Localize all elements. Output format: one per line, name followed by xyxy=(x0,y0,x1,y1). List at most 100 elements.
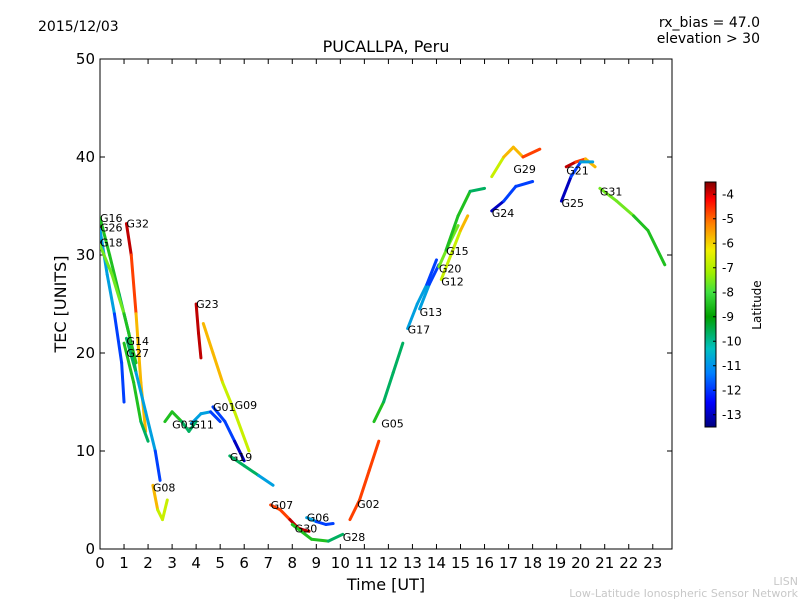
satellite-trace-g29 xyxy=(490,145,542,179)
sat-label-g09: G09 xyxy=(235,399,258,412)
trace-segment xyxy=(105,273,116,316)
trace-segment xyxy=(233,410,251,453)
x-tick-label: 17 xyxy=(499,554,518,572)
trace-segment xyxy=(559,175,573,203)
satellite-trace-g31 xyxy=(598,186,667,267)
trace-segment xyxy=(112,312,124,365)
trace-segment xyxy=(598,186,619,203)
sat-label-g31: G31 xyxy=(600,185,623,198)
satellite-trace-g17 xyxy=(406,258,438,330)
satellite-trace-g15 xyxy=(444,186,487,252)
trace-segment xyxy=(132,380,143,424)
colorbar-tick-label: -13 xyxy=(722,408,742,422)
trace-segment xyxy=(170,410,184,424)
colorbar-tick-label: -4 xyxy=(722,187,734,201)
sat-label-g32: G32 xyxy=(126,218,149,231)
satellite-trace-g28 xyxy=(290,523,345,543)
trace-segment xyxy=(124,336,138,375)
satellite-trace-g09 xyxy=(201,322,251,453)
sat-label-g12: G12 xyxy=(441,275,464,288)
satellite-trace-g24 xyxy=(490,180,535,213)
chart-title: PUCALLPA, Peru xyxy=(323,37,450,56)
x-tick-label: 11 xyxy=(355,554,374,572)
x-tick-label: 22 xyxy=(619,554,638,572)
elevation-label: elevation > 30 xyxy=(657,31,760,47)
sat-label-g16: G16 xyxy=(100,212,123,225)
x-tick-label: 4 xyxy=(191,554,201,572)
trace-segment xyxy=(439,253,453,281)
trace-segment xyxy=(197,331,203,360)
x-tick-label: 1 xyxy=(119,554,129,572)
trace-segment xyxy=(415,282,429,306)
satellite-trace-g23 xyxy=(194,302,203,360)
trace-segment xyxy=(348,498,362,522)
sat-label-g15: G15 xyxy=(446,245,469,258)
x-tick-label: 7 xyxy=(263,554,273,572)
satellite-trace-g06 xyxy=(305,516,335,526)
trace-segment xyxy=(391,341,405,375)
trace-segment xyxy=(459,214,470,232)
x-tick-label: 14 xyxy=(427,554,446,572)
trace-segment xyxy=(382,371,395,404)
satellite-trace-g01 xyxy=(211,405,246,463)
trace-segment xyxy=(209,410,222,424)
trace-segment xyxy=(456,189,472,218)
trace-segment xyxy=(211,405,227,424)
colorbar-tick-label: -10 xyxy=(722,334,742,348)
trace-segment xyxy=(124,222,133,257)
trace-segment xyxy=(468,186,487,193)
satellite-trace-g27 xyxy=(122,341,150,443)
colorbar xyxy=(704,181,717,428)
sat-label-g23: G23 xyxy=(196,298,219,311)
sat-label-g07: G07 xyxy=(271,499,294,512)
trace-segment xyxy=(502,145,515,159)
trace-segment xyxy=(134,312,143,384)
trace-segment xyxy=(120,361,126,404)
y-tick-label: 50 xyxy=(76,50,95,68)
trace-segment xyxy=(211,351,225,384)
y-tick-label: 40 xyxy=(76,148,95,166)
trace-segment xyxy=(153,449,162,482)
satellite-trace-g02 xyxy=(348,439,381,522)
date-label: 2015/12/03 xyxy=(38,19,119,35)
trace-segment xyxy=(134,371,148,414)
x-tick-label: 12 xyxy=(379,554,398,572)
satellite-trace-g26 xyxy=(100,228,126,404)
rx-bias-label: rx_bias = 47.0 xyxy=(659,15,760,31)
trace-segment xyxy=(569,160,583,179)
trace-segment xyxy=(194,302,201,335)
x-tick-label: 16 xyxy=(475,554,494,572)
sat-label-g24: G24 xyxy=(492,207,515,220)
trace-segment xyxy=(511,145,525,159)
sat-label-g05: G05 xyxy=(381,418,404,431)
satellite-trace-g13 xyxy=(418,263,441,311)
trace-segment xyxy=(615,199,636,218)
trace-segment xyxy=(632,214,650,232)
y-tick-label: 0 xyxy=(85,540,95,558)
y-tick-label: 10 xyxy=(76,442,95,460)
trace-segment xyxy=(189,412,203,426)
colorbar-tick-label: -9 xyxy=(722,310,734,324)
trace-segment xyxy=(314,520,328,526)
x-tick-label: 19 xyxy=(547,554,566,572)
trace-segment xyxy=(180,420,191,433)
trace-segment xyxy=(122,341,136,384)
trace-segment xyxy=(514,180,535,188)
trace-segment xyxy=(151,483,160,512)
x-tick-label: 10 xyxy=(331,554,350,572)
sat-label-g13: G13 xyxy=(420,306,443,319)
satellite-trace-g18 xyxy=(100,243,138,365)
trace-segment xyxy=(269,503,282,512)
plot-area xyxy=(99,58,673,550)
sat-label-g03: G03 xyxy=(172,419,195,432)
trace-segment xyxy=(110,273,126,316)
trace-segment xyxy=(300,527,311,533)
colorbar-tick-label: -6 xyxy=(722,236,734,250)
trace-segment xyxy=(257,474,275,487)
sat-label-g27: G27 xyxy=(126,347,149,360)
trace-segment xyxy=(160,498,169,522)
axis-ticks: 0 1 2 3 4 5 6 7 8 9 10 11 12 13 14 15 16 17 18 19 20 21 22 2301… xyxy=(76,50,672,572)
x-tick-label: 6 xyxy=(239,554,249,572)
trace-segment xyxy=(278,508,292,522)
satellite-trace-g11 xyxy=(189,410,222,426)
